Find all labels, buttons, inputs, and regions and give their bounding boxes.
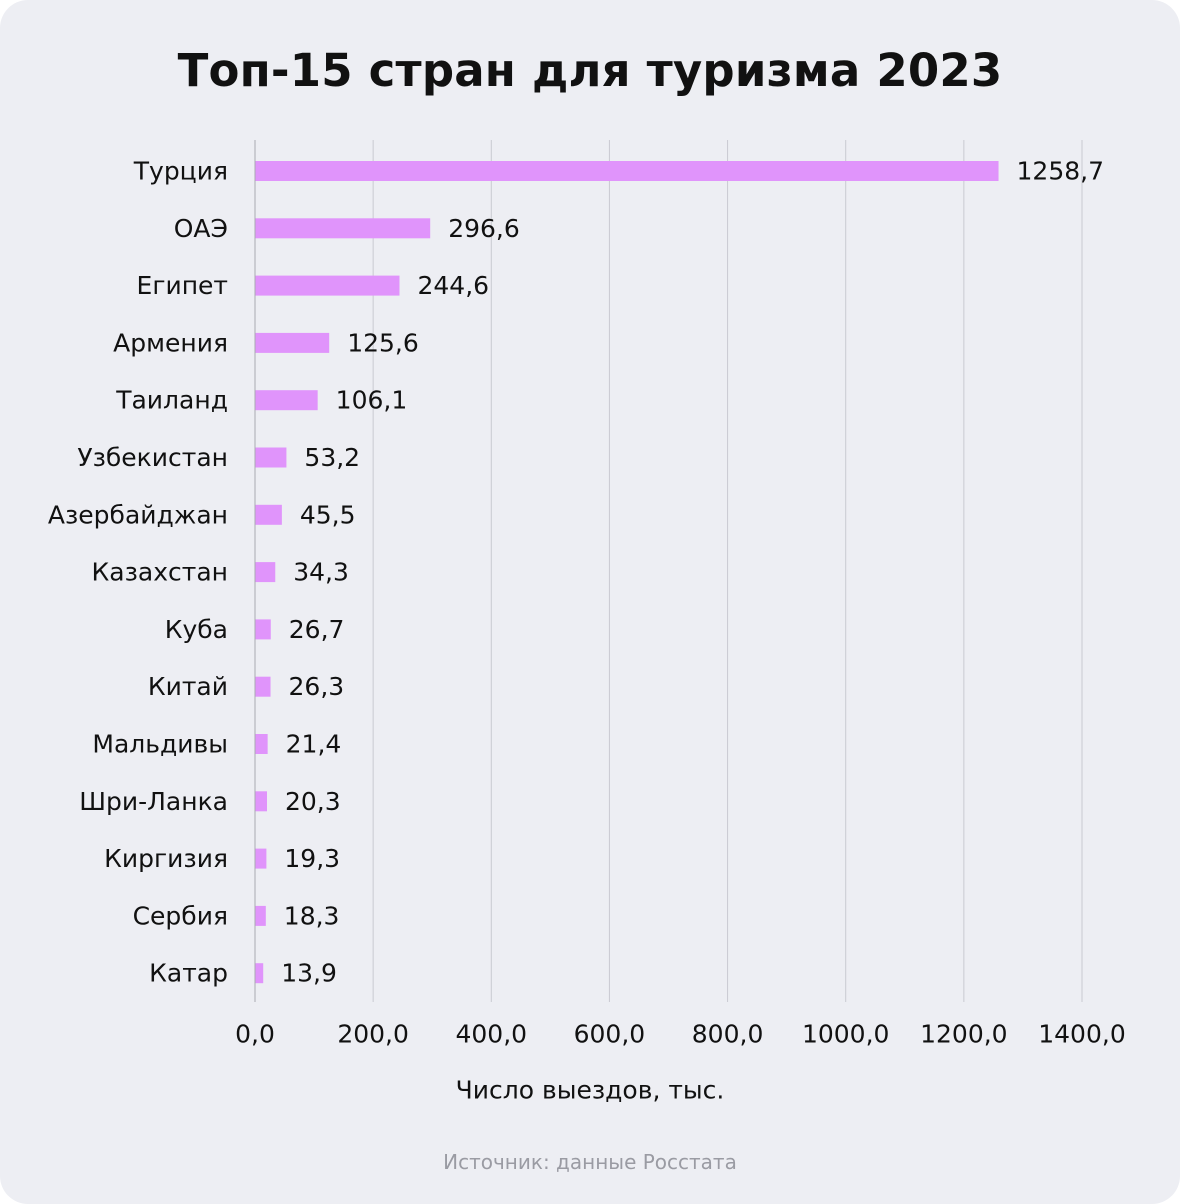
- x-tick-label: 200,0: [337, 1020, 409, 1049]
- bar: [255, 963, 264, 984]
- value-label: 13,9: [281, 959, 337, 988]
- category-label: Египет: [137, 271, 228, 300]
- category-label: Узбекистан: [77, 443, 228, 472]
- bar: [255, 848, 267, 869]
- category-label: Куба: [165, 615, 228, 644]
- category-label: Таиланд: [115, 386, 228, 415]
- value-label: 106,1: [336, 386, 408, 415]
- category-label: Мальдивы: [92, 730, 228, 759]
- value-label: 45,5: [300, 500, 356, 529]
- bar: [255, 791, 267, 812]
- category-label: Армения: [113, 328, 228, 357]
- category-label: Катар: [149, 959, 228, 988]
- value-label: 125,6: [347, 328, 419, 357]
- bar: [255, 275, 400, 296]
- bar: [255, 676, 271, 697]
- x-tick-label: 0,0: [235, 1020, 275, 1049]
- category-label: Сербия: [133, 901, 228, 930]
- value-label: 26,3: [289, 672, 345, 701]
- x-axis-title: Число выездов, тыс.: [456, 1076, 725, 1105]
- category-label: Шри-Ланка: [79, 787, 228, 816]
- value-label: 244,6: [417, 271, 489, 300]
- bar: [255, 332, 330, 353]
- bar: [255, 218, 431, 239]
- bar: [255, 734, 268, 754]
- value-label: 20,3: [285, 787, 341, 816]
- x-tick-label: 400,0: [455, 1020, 527, 1049]
- value-label: 21,4: [286, 730, 342, 759]
- bar: [255, 619, 271, 640]
- x-tick-label: 1400,0: [1038, 1020, 1125, 1049]
- category-label: Турция: [133, 157, 228, 186]
- category-label: Киргизия: [104, 844, 228, 873]
- x-tick-label: 600,0: [574, 1020, 646, 1049]
- value-label: 53,2: [304, 443, 360, 472]
- bar: [255, 562, 276, 583]
- x-tick-label: 800,0: [692, 1020, 764, 1049]
- chart-title: Топ-15 стран для туризма 2023: [177, 44, 1003, 97]
- value-label: 18,3: [284, 901, 340, 930]
- source-note: Источник: данные Росстата: [443, 1150, 737, 1174]
- value-label: 19,3: [284, 844, 340, 873]
- bar: [255, 447, 287, 468]
- x-tick-label: 1000,0: [802, 1020, 889, 1049]
- bar: [255, 390, 318, 411]
- category-label: Азербайджан: [48, 500, 228, 529]
- bar: [255, 161, 999, 181]
- bar: [255, 905, 266, 926]
- bar: [255, 504, 282, 525]
- category-label: Китай: [148, 672, 228, 701]
- category-label: ОАЭ: [174, 214, 228, 243]
- value-label: 34,3: [293, 558, 349, 587]
- value-label: 296,6: [448, 214, 520, 243]
- x-tick-label: 1200,0: [920, 1020, 1007, 1049]
- value-label: 26,7: [289, 615, 345, 644]
- category-label: Казахстан: [92, 558, 228, 587]
- value-label: 1258,7: [1017, 157, 1104, 186]
